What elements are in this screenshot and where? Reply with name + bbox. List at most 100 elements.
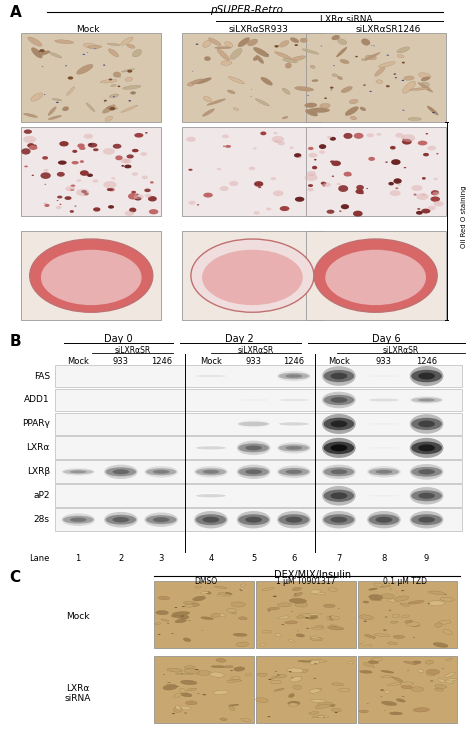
Ellipse shape	[375, 517, 392, 523]
Ellipse shape	[310, 637, 323, 641]
Ellipse shape	[44, 94, 46, 95]
Ellipse shape	[397, 47, 410, 53]
Ellipse shape	[402, 139, 405, 140]
Ellipse shape	[369, 495, 399, 497]
Ellipse shape	[295, 197, 304, 201]
Ellipse shape	[401, 686, 412, 689]
Bar	[306, 33, 446, 123]
Ellipse shape	[121, 105, 138, 112]
Ellipse shape	[128, 193, 138, 199]
Ellipse shape	[401, 134, 415, 142]
Ellipse shape	[229, 706, 235, 711]
Ellipse shape	[365, 635, 375, 638]
Ellipse shape	[374, 583, 383, 587]
Text: Mock: Mock	[200, 356, 222, 365]
Ellipse shape	[104, 100, 107, 102]
Ellipse shape	[83, 134, 93, 139]
Ellipse shape	[421, 209, 430, 213]
Ellipse shape	[140, 152, 147, 156]
Ellipse shape	[70, 189, 74, 191]
Ellipse shape	[256, 55, 264, 63]
Text: 1246: 1246	[416, 356, 437, 365]
Ellipse shape	[145, 132, 147, 134]
Ellipse shape	[109, 94, 119, 98]
Ellipse shape	[81, 190, 87, 193]
Ellipse shape	[418, 399, 435, 401]
Ellipse shape	[403, 661, 416, 664]
Ellipse shape	[341, 204, 349, 210]
Ellipse shape	[360, 670, 373, 673]
Ellipse shape	[175, 706, 191, 710]
Ellipse shape	[209, 38, 221, 46]
Ellipse shape	[182, 606, 185, 607]
Ellipse shape	[411, 397, 442, 403]
Ellipse shape	[401, 590, 404, 591]
Ellipse shape	[387, 642, 398, 644]
Ellipse shape	[42, 156, 48, 159]
Ellipse shape	[411, 514, 442, 525]
Ellipse shape	[132, 173, 138, 176]
Ellipse shape	[277, 511, 310, 528]
Ellipse shape	[436, 153, 438, 154]
Ellipse shape	[90, 145, 94, 148]
Ellipse shape	[274, 52, 291, 59]
Ellipse shape	[220, 718, 227, 721]
Ellipse shape	[72, 161, 79, 165]
Ellipse shape	[365, 55, 376, 60]
Ellipse shape	[361, 38, 370, 45]
Ellipse shape	[355, 56, 358, 58]
Text: 9: 9	[424, 554, 429, 563]
Ellipse shape	[76, 189, 90, 196]
Ellipse shape	[416, 193, 428, 200]
Ellipse shape	[175, 619, 187, 623]
Ellipse shape	[43, 202, 47, 204]
Ellipse shape	[307, 171, 316, 176]
Ellipse shape	[203, 193, 213, 198]
Ellipse shape	[408, 117, 421, 120]
Ellipse shape	[187, 688, 197, 691]
Bar	[306, 231, 446, 320]
Ellipse shape	[211, 666, 226, 668]
Ellipse shape	[381, 670, 394, 673]
Text: siLXRαSR: siLXRαSR	[383, 346, 419, 355]
Ellipse shape	[337, 76, 343, 80]
Ellipse shape	[246, 673, 252, 676]
Ellipse shape	[228, 90, 235, 94]
Ellipse shape	[310, 661, 320, 664]
Ellipse shape	[295, 86, 314, 91]
Ellipse shape	[50, 52, 62, 58]
Ellipse shape	[404, 76, 414, 80]
Ellipse shape	[369, 423, 399, 424]
Ellipse shape	[103, 64, 105, 66]
Ellipse shape	[378, 62, 395, 68]
Ellipse shape	[228, 704, 239, 706]
Ellipse shape	[228, 77, 245, 84]
Text: 3: 3	[158, 554, 164, 563]
Ellipse shape	[253, 148, 257, 149]
Ellipse shape	[395, 133, 404, 138]
Ellipse shape	[240, 584, 246, 586]
Ellipse shape	[88, 45, 102, 49]
Ellipse shape	[52, 98, 62, 101]
Ellipse shape	[432, 112, 435, 113]
Ellipse shape	[314, 593, 326, 595]
Ellipse shape	[287, 668, 303, 673]
Ellipse shape	[184, 669, 200, 674]
Ellipse shape	[103, 148, 115, 155]
Ellipse shape	[299, 156, 302, 158]
Ellipse shape	[367, 466, 401, 477]
Ellipse shape	[314, 159, 317, 160]
Ellipse shape	[82, 54, 85, 55]
Ellipse shape	[368, 588, 377, 590]
Ellipse shape	[271, 177, 276, 180]
Ellipse shape	[307, 95, 309, 96]
Bar	[55, 413, 462, 435]
Ellipse shape	[222, 134, 229, 138]
Ellipse shape	[112, 517, 129, 523]
Ellipse shape	[375, 67, 385, 76]
Ellipse shape	[29, 145, 37, 150]
Ellipse shape	[128, 70, 132, 72]
Ellipse shape	[184, 666, 195, 669]
Ellipse shape	[238, 399, 269, 401]
Ellipse shape	[330, 625, 337, 627]
